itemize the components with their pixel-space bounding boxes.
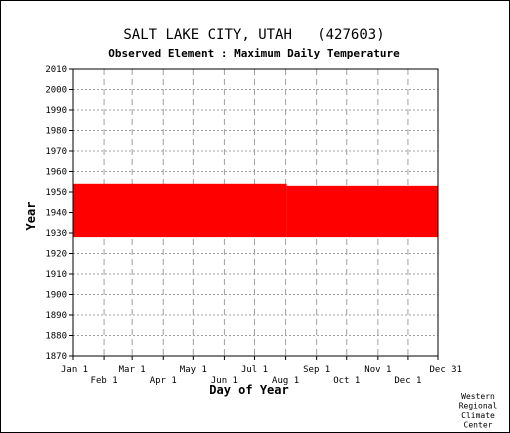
record-period-bar (73, 183, 287, 238)
credit-line: Western (461, 392, 495, 401)
x-tick-label: May 1 (180, 365, 207, 375)
x-tick-label: Apr 1 (150, 376, 177, 386)
y-tick-label: 1870 (45, 352, 67, 362)
y-tick-label: 1880 (45, 332, 67, 342)
y-tick-label: 1920 (45, 250, 67, 260)
y-tick-label: 1910 (45, 270, 67, 280)
y-tick-label: 1940 (45, 209, 67, 219)
x-tick-label: Oct 1 (333, 376, 360, 386)
data-series (73, 183, 438, 238)
x-tick-label: Jun 1 (211, 376, 238, 386)
y-tick-label: 2010 (45, 65, 67, 75)
x-tick-label: Mar 1 (119, 365, 146, 375)
x-tick-label: Nov 1 (364, 365, 391, 375)
y-tick-label: 1890 (45, 311, 67, 321)
record-period-bar (286, 185, 438, 238)
credit-line: Regional (459, 402, 498, 411)
x-tick-label: Sep 1 (303, 365, 330, 375)
chart-title: SALT LAKE CITY, UTAH (427603) (123, 27, 384, 43)
y-axis-label: Year (24, 202, 38, 231)
y-tick-label: 2000 (45, 86, 67, 96)
x-tick-label: Aug 1 (272, 376, 299, 386)
credit-line: Center (464, 421, 493, 430)
x-tick-label: Jul 1 (241, 365, 268, 375)
x-tick-label: Jan 1 (61, 365, 88, 375)
y-tick-label: 1900 (45, 291, 67, 301)
x-axis-label: Day of Year (209, 383, 288, 397)
y-axis: 1870 1880 1890 1900 1910 1920 1930 1940 1950 1960… (45, 65, 73, 362)
x-tick-label: Dec 31 (429, 365, 462, 375)
x-tick-label: Dec 1 (394, 376, 421, 386)
y-tick-label: 1970 (45, 147, 67, 157)
x-tick-label: Feb 1 (91, 376, 118, 386)
y-tick-label: 1930 (45, 229, 67, 239)
y-tick-label: 1990 (45, 106, 67, 116)
credit-line: Climate (461, 411, 495, 420)
y-tick-label: 1950 (45, 188, 67, 198)
chart-subtitle: Observed Element : Maximum Daily Tempera… (108, 47, 400, 60)
y-tick-label: 1980 (45, 127, 67, 137)
y-tick-label: 1960 (45, 168, 67, 178)
